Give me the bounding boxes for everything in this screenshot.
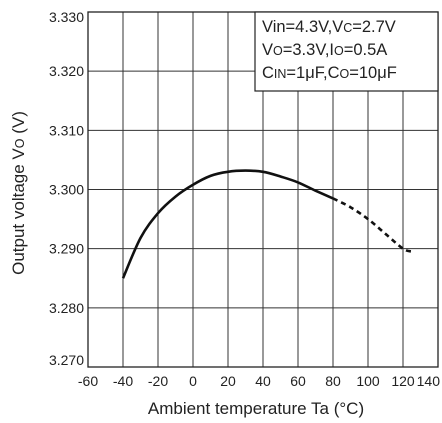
y-tick-label: 3.290 bbox=[49, 241, 84, 257]
x-tick-label: 100 bbox=[356, 373, 380, 389]
y-tick-label: 3.320 bbox=[49, 63, 84, 79]
y-tick-label: 3.270 bbox=[49, 352, 84, 368]
y-tick-label: 3.310 bbox=[49, 122, 84, 138]
condition-line: CIN=1μF,CO=10μF bbox=[262, 64, 397, 82]
x-tick-label: 20 bbox=[220, 373, 236, 389]
conditions-legend: Vin=4.3V,VC=2.7V VO=3.3V,IO=0.5A CIN=1μF,C… bbox=[254, 11, 439, 92]
x-tick-label: 80 bbox=[325, 373, 341, 389]
x-tick-label: -20 bbox=[148, 373, 168, 389]
x-tick-label: 120 bbox=[391, 373, 415, 389]
series-line-solid bbox=[121, 169, 334, 279]
y-tick-label: 3.280 bbox=[49, 300, 84, 316]
data-series-group bbox=[121, 169, 413, 279]
conditions-box bbox=[254, 11, 439, 92]
y-tick-labels: 3.270 3.280 3.290 3.300 3.310 3.320 3.330 bbox=[49, 9, 84, 368]
condition-line: VO=3.3V,IO=0.5A bbox=[262, 41, 387, 59]
x-tick-label: 60 bbox=[290, 373, 306, 389]
x-tick-label: 0 bbox=[189, 373, 197, 389]
y-tick-label: 3.300 bbox=[49, 182, 84, 198]
y-tick-label: 3.330 bbox=[49, 9, 84, 25]
x-tick-label: -40 bbox=[113, 373, 133, 389]
x-tick-label: -60 bbox=[78, 373, 98, 389]
y-axis-title: Output voltage VO (V) bbox=[9, 111, 28, 275]
x-tick-labels: -60 -40 -20 0 20 40 60 80 100 120 140 bbox=[78, 373, 440, 389]
x-axis-title: Ambient temperature Ta (°C) bbox=[148, 399, 364, 418]
condition-line: Vin=4.3V,VC=2.7V bbox=[262, 18, 396, 36]
x-tick-label: 140 bbox=[417, 373, 441, 389]
x-tick-label: 40 bbox=[255, 373, 271, 389]
